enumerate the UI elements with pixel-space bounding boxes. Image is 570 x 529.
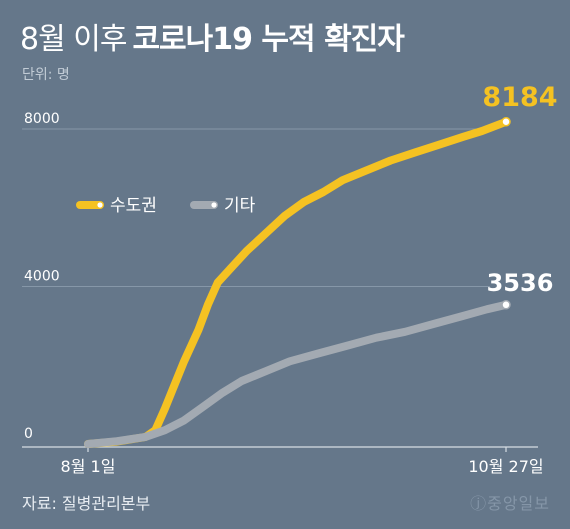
series-line-capital — [84, 117, 510, 448]
series-end-point — [501, 300, 511, 310]
x-tick-label: 8월 1일 — [61, 457, 116, 476]
x-tick-label: 10월 27일 — [468, 457, 543, 476]
legend-label: 수도권 — [110, 196, 157, 216]
legend-marker — [211, 202, 217, 208]
publisher-logo: ⓙ중앙일보 — [470, 494, 550, 513]
chart-title-light: 8월 이후 — [20, 22, 127, 57]
y-tick-label: 4000 — [24, 269, 60, 285]
unit-label: 단위: 명 — [22, 67, 70, 83]
series-end-label: 3536 — [487, 269, 554, 297]
chart-title-bold: 코로나19 누적 확진자 — [132, 22, 404, 57]
legend-label: 기타 — [224, 196, 256, 216]
chart-title: 8월 이후 코로나19 누적 확진자 — [20, 14, 405, 58]
series-end-label: 8184 — [482, 82, 557, 113]
series-line-other — [84, 300, 510, 448]
source-note: 자료: 질병관리본부 — [22, 494, 151, 513]
series-end-point — [501, 117, 511, 127]
y-tick-label: 8000 — [24, 111, 60, 127]
legend-marker — [97, 202, 103, 208]
y-tick-label: 0 — [24, 426, 33, 442]
